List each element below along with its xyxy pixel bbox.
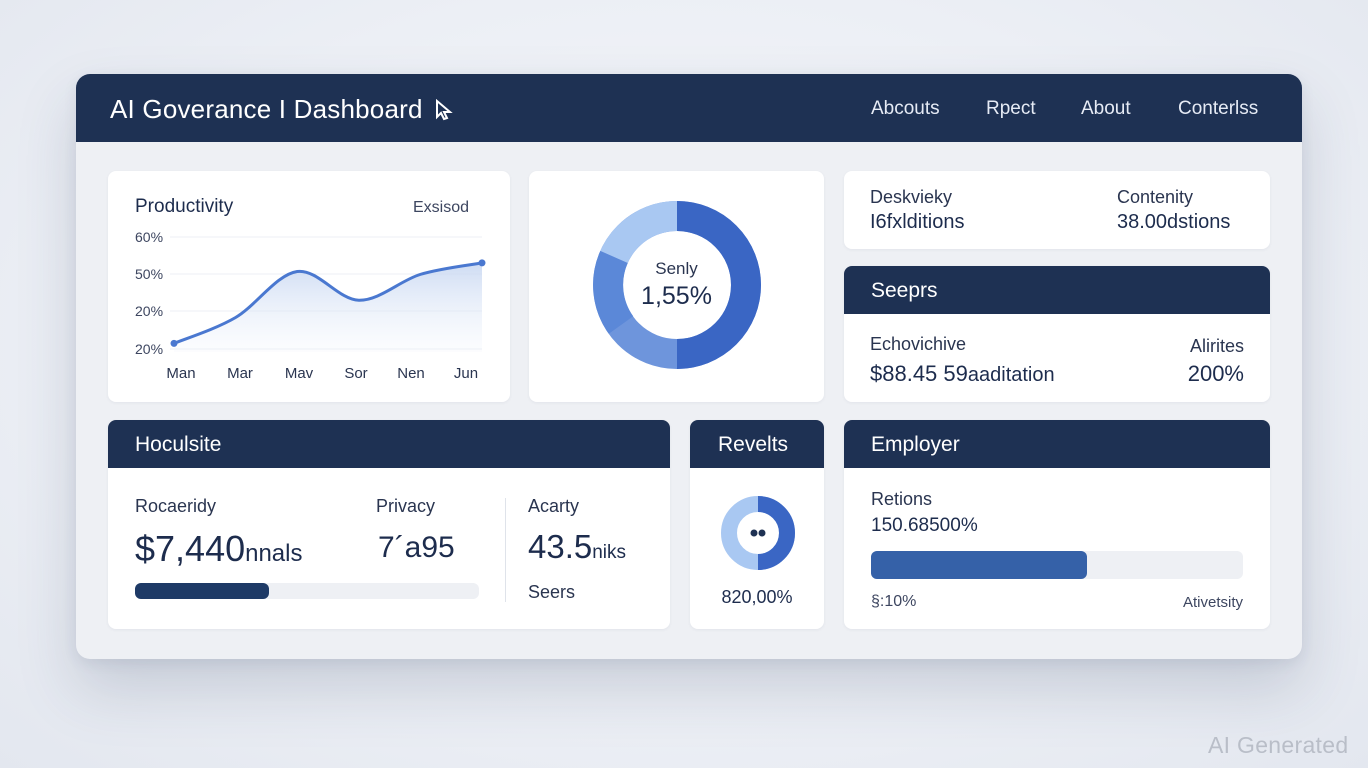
seeprs-left-label: Echovichive bbox=[870, 334, 967, 354]
employer-value: 150.68500% bbox=[871, 515, 978, 536]
hoculsite-col3-amount: 43.5 bbox=[528, 528, 593, 565]
hoculsite-col3-suffix: niks bbox=[592, 542, 627, 563]
donut-chart bbox=[593, 201, 761, 369]
productivity-chart: 60% 50% 20% 20% Man Mar Mav Sor Nen Jun bbox=[135, 229, 486, 382]
seeprs-left-amount: $88.45 59 bbox=[870, 361, 968, 386]
seeprs-left-suffix: aaditation bbox=[967, 364, 1055, 386]
donut-segment-primary bbox=[676, 201, 761, 369]
nav-link-about[interactable]: About bbox=[1081, 98, 1131, 119]
nav-link-rpect[interactable]: Rpect bbox=[986, 98, 1036, 119]
hoculsite-col1-label: Rocaeridy bbox=[135, 496, 217, 516]
productivity-area bbox=[174, 262, 482, 352]
revelts-dot-left bbox=[750, 529, 758, 537]
data-point bbox=[170, 339, 178, 347]
hoculsite-col1-amount: $7,440 bbox=[135, 528, 246, 569]
hoculsite-col1-suffix: nnals bbox=[245, 540, 303, 567]
dashboard-window: AI Goverance I Dashboard Abcouts Rpect A… bbox=[76, 74, 1302, 659]
revelts-title: Revelts bbox=[718, 433, 789, 456]
seeprs-left-value: $88.45 59aaditation bbox=[870, 361, 1055, 387]
ai-generated-watermark: AI Generated bbox=[1208, 732, 1349, 758]
nav-link-conterlss[interactable]: Conterlss bbox=[1178, 98, 1259, 119]
seeprs-header: Seeprs bbox=[844, 266, 1270, 314]
productivity-line bbox=[173, 261, 483, 345]
hoculsite-card: Hoculsite Rocaeridy $7,440nnals Privacy … bbox=[108, 420, 670, 629]
y-tick-label: 50% bbox=[135, 266, 163, 282]
nav-link-abcouts[interactable]: Abcouts bbox=[871, 98, 940, 119]
seeprs-right-value: 200% bbox=[1187, 361, 1244, 386]
donut-value: 1,55% bbox=[641, 282, 712, 310]
employer-card: Employer Retions 150.68500% §:10% Ativet… bbox=[844, 420, 1270, 629]
employer-progress-track bbox=[871, 551, 1243, 579]
hoculsite-col2-value: 7´a95 bbox=[378, 531, 455, 564]
hoculsite-col1-value: $7,440nnals bbox=[135, 528, 302, 570]
hoculsite-col2-label: Privacy bbox=[376, 496, 436, 516]
donut-card: Senly 1,55% bbox=[529, 171, 824, 402]
y-tick-label: 20% bbox=[135, 303, 163, 319]
hoculsite-progress-track bbox=[135, 583, 479, 599]
summary-left-value: I6fxlditions bbox=[870, 211, 965, 233]
revelts-donut bbox=[721, 496, 795, 570]
employer-footer-right: Ativetsity bbox=[1182, 594, 1243, 611]
x-tick-label: Sor bbox=[344, 365, 367, 382]
hoculsite-col3-value: 43.5niks bbox=[528, 528, 626, 566]
revelts-header: Revelts bbox=[690, 420, 824, 468]
productivity-action-link[interactable]: Exsisod bbox=[413, 199, 470, 216]
donut-segment-mid bbox=[593, 250, 634, 334]
donut-label: Senly bbox=[655, 259, 698, 278]
summary-right-value: 38.00dstions bbox=[1117, 211, 1231, 233]
revelts-dot-right bbox=[758, 529, 766, 537]
seeprs-title: Seeprs bbox=[871, 279, 938, 302]
employer-footer-left: §:10% bbox=[871, 593, 917, 610]
summary-right-label: Contenity bbox=[1117, 187, 1194, 207]
x-tick-label: Mav bbox=[285, 365, 314, 382]
column-divider bbox=[505, 498, 506, 602]
x-tick-label: Jun bbox=[454, 365, 478, 382]
hoculsite-header: Hoculsite bbox=[108, 420, 670, 468]
cursor-icon bbox=[436, 98, 453, 121]
employer-progress-fill bbox=[871, 551, 1087, 579]
employer-label: Retions bbox=[871, 489, 933, 509]
hoculsite-col3-label: Acarty bbox=[528, 496, 580, 516]
hoculsite-title: Hoculsite bbox=[135, 433, 222, 456]
y-tick-label: 20% bbox=[135, 341, 163, 357]
x-tick-label: Nen bbox=[397, 365, 425, 382]
y-tick-label: 60% bbox=[135, 229, 163, 245]
productivity-card: Productivity Exsisod 60% 50% 20% 20% Man Mar… bbox=[108, 171, 510, 402]
summary-left-label: Deskvieky bbox=[870, 187, 953, 207]
productivity-title: Productivity bbox=[135, 196, 234, 217]
seeprs-right-label: Alirites bbox=[1189, 336, 1244, 356]
app-title: AI Goverance I Dashboard bbox=[110, 94, 454, 125]
hoculsite-col3-sub: Seers bbox=[528, 582, 576, 602]
x-tick-label: Man bbox=[166, 365, 195, 382]
seeprs-card: Seeprs Echovichive $88.45 59aaditation A… bbox=[844, 266, 1270, 402]
employer-header: Employer bbox=[844, 420, 1270, 468]
summary-stats-card: Deskvieky I6fxlditions Contenity 38.00ds… bbox=[844, 171, 1270, 249]
app-title-text: AI Goverance I Dashboard bbox=[110, 94, 423, 124]
top-navigation-bar: AI Goverance I Dashboard Abcouts Rpect A… bbox=[76, 74, 1302, 142]
data-point bbox=[478, 259, 486, 267]
hoculsite-progress-fill bbox=[135, 583, 270, 599]
donut-segment-light bbox=[600, 201, 678, 264]
x-tick-label: Mar bbox=[227, 365, 253, 382]
revelts-value: 820,00% bbox=[721, 587, 793, 607]
employer-title: Employer bbox=[871, 433, 960, 456]
revelts-ring-segment bbox=[757, 496, 795, 570]
revelts-card: Revelts 820,00% bbox=[690, 420, 824, 629]
